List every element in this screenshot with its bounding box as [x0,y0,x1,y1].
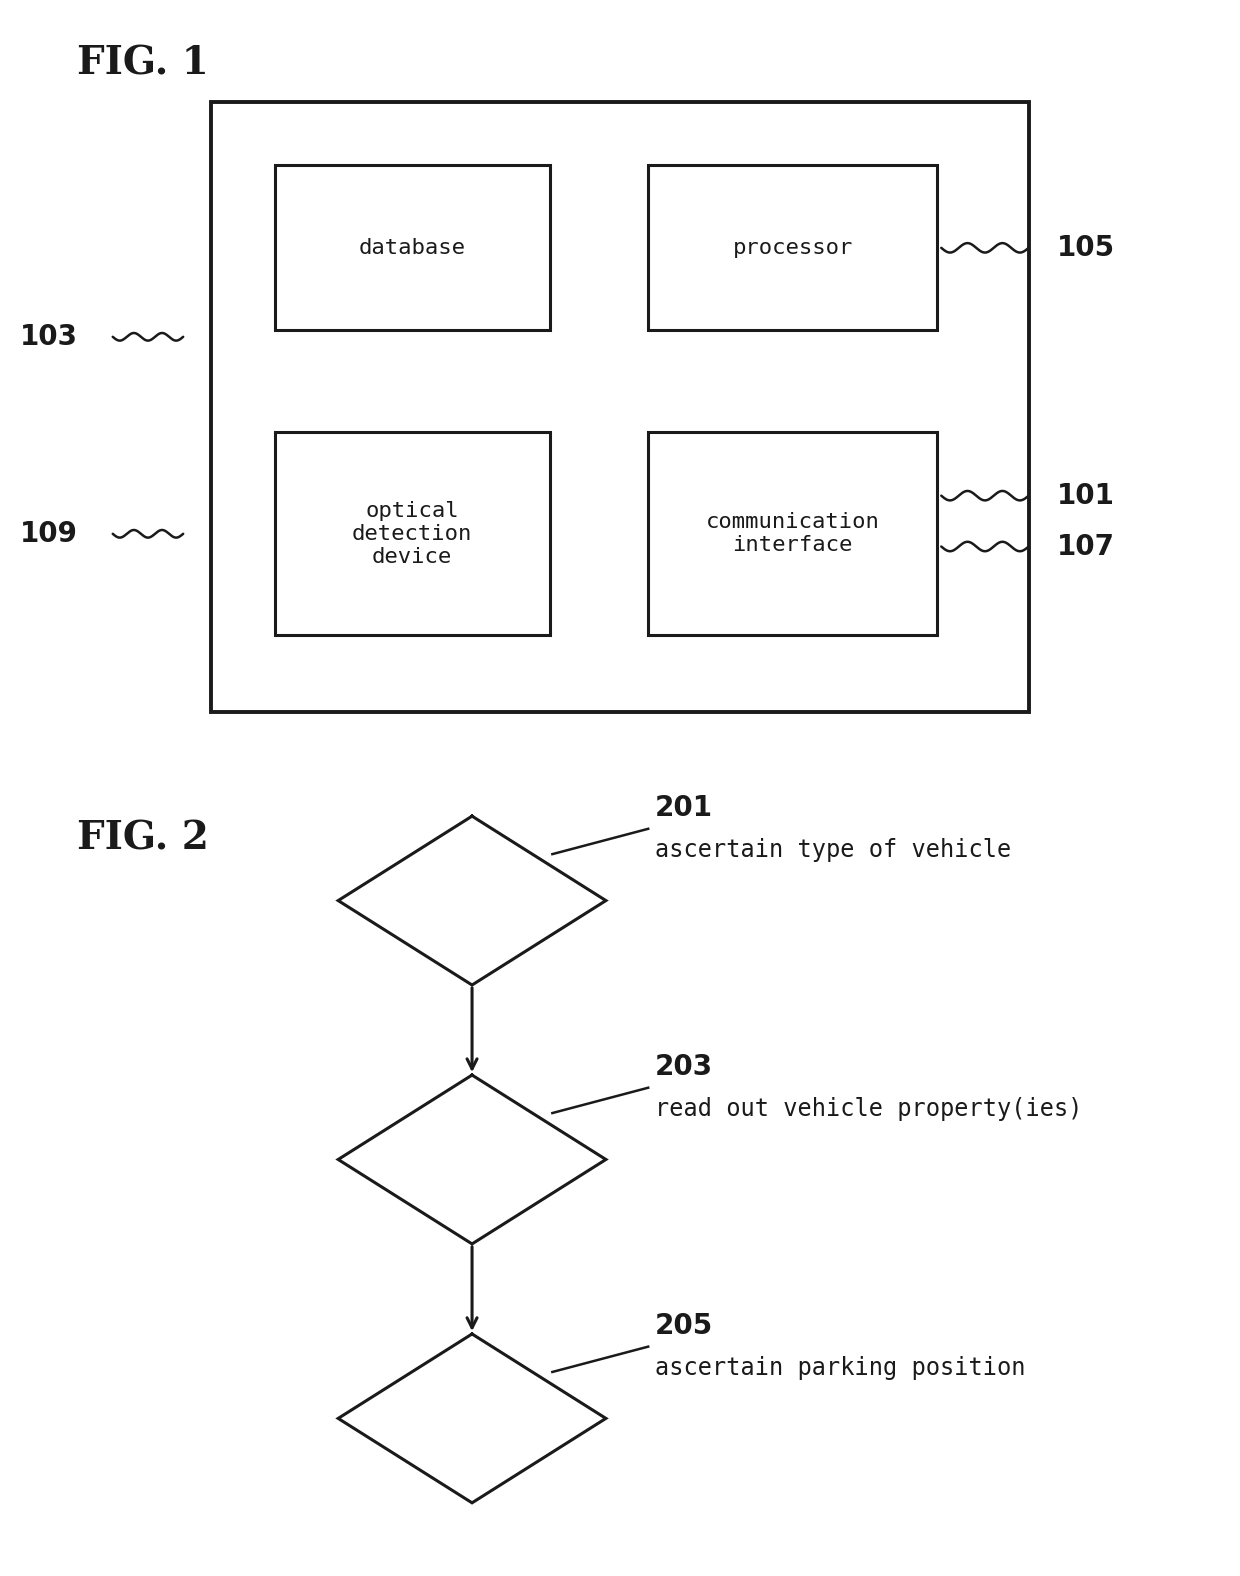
Bar [649,432,937,635]
Bar [211,102,1029,712]
Text: 201: 201 [655,794,713,823]
Text: FIG. 2: FIG. 2 [77,820,210,857]
Text: 105: 105 [1056,233,1115,262]
Text: 109: 109 [20,520,77,548]
Text: read out vehicle property(ies): read out vehicle property(ies) [655,1097,1083,1121]
Text: optical
detection
device: optical detection device [352,501,472,567]
Text: 205: 205 [655,1311,713,1340]
Text: 101: 101 [1056,482,1115,509]
Text: communication
interface: communication interface [706,512,879,555]
Text: 103: 103 [20,323,77,351]
Text: ascertain parking position: ascertain parking position [655,1355,1025,1379]
Text: FIG. 1: FIG. 1 [77,44,210,82]
Bar [649,165,937,331]
Bar [275,432,549,635]
Text: processor: processor [733,238,853,258]
Text: database: database [358,238,466,258]
Text: 107: 107 [1056,533,1115,561]
Text: ascertain type of vehicle: ascertain type of vehicle [655,838,1012,862]
Text: 203: 203 [655,1053,713,1081]
Bar [275,165,549,331]
